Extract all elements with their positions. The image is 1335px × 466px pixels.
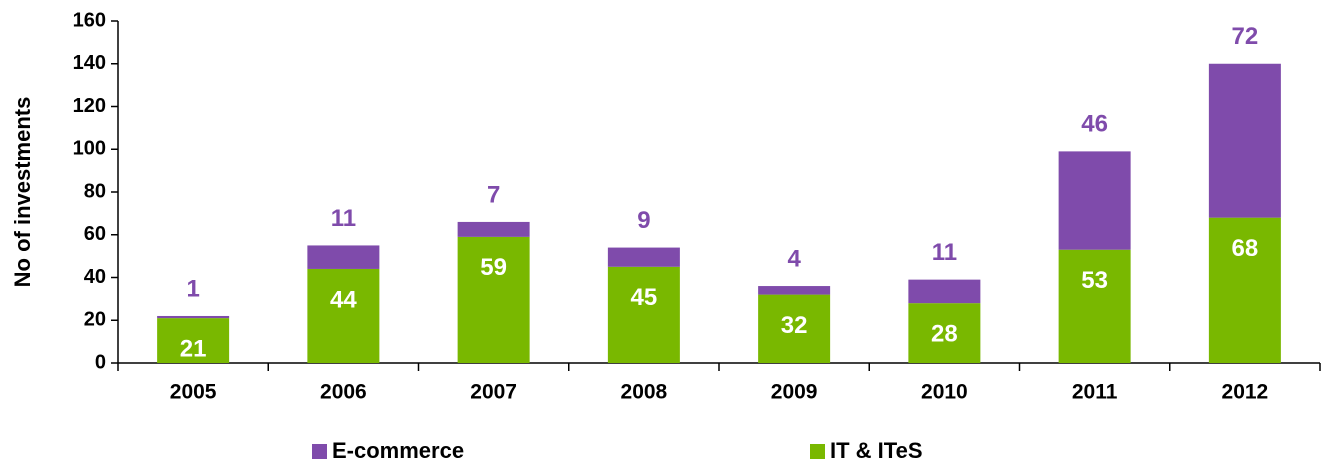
y-axis-label: No of investments: [10, 97, 35, 288]
bar-segment: [908, 279, 981, 304]
data-label: 32: [781, 312, 808, 339]
y-tick-label: 80: [84, 180, 106, 202]
x-tick-label: 2006: [320, 381, 367, 404]
legend-label: E-commerce: [332, 438, 464, 463]
data-label: 7: [487, 181, 500, 208]
bar-segment: [607, 247, 680, 267]
data-label: 21: [180, 335, 207, 362]
y-tick-label: 120: [73, 95, 106, 117]
y-tick-label: 40: [84, 266, 106, 288]
data-label: 1: [186, 275, 199, 302]
legend-swatch: [312, 444, 327, 459]
data-label: 45: [631, 284, 658, 311]
bar-segment: [758, 294, 831, 363]
data-label: 46: [1081, 111, 1108, 138]
x-tick-label: 2011: [1072, 381, 1118, 404]
legend-swatch: [810, 444, 825, 459]
bar-segment: [1208, 217, 1281, 363]
bar-segment: [908, 303, 981, 363]
x-tick-label: 2005: [170, 381, 217, 404]
data-label: 44: [330, 286, 357, 313]
data-label: 11: [331, 205, 356, 232]
bar-segment: [607, 266, 680, 363]
y-tick-label: 0: [95, 351, 106, 373]
data-label: 72: [1232, 23, 1259, 50]
y-tick-label: 140: [73, 52, 106, 74]
y-tick-label: 160: [73, 9, 106, 31]
data-label: 53: [1081, 267, 1108, 294]
data-label: 59: [480, 254, 507, 281]
bar-segment: [307, 245, 380, 269]
bar-segment: [1058, 151, 1131, 250]
x-tick-label: 2010: [921, 381, 968, 404]
y-tick-label: 100: [73, 138, 106, 160]
data-label: 68: [1232, 235, 1259, 262]
y-tick-label: 20: [84, 309, 106, 331]
data-label: 9: [637, 207, 650, 234]
x-tick-label: 2008: [621, 381, 668, 404]
bar-segment: [457, 236, 530, 363]
bar-segment: [157, 315, 230, 319]
bar-segment: [157, 318, 230, 363]
x-tick-label: 2007: [470, 381, 517, 404]
bar-segment: [1208, 63, 1281, 218]
x-tick-label: 2012: [1222, 381, 1269, 404]
data-label: 4: [787, 245, 801, 272]
bar-segment: [758, 286, 831, 295]
bar-segment: [457, 221, 530, 237]
legend-label: IT & ITeS: [830, 438, 923, 463]
bar-segment: [1058, 249, 1131, 363]
bar-segment: [307, 268, 380, 363]
y-tick-label: 60: [84, 223, 106, 245]
data-label: 28: [931, 320, 958, 347]
x-tick-label: 2009: [771, 381, 818, 404]
data-label: 11: [932, 239, 957, 266]
